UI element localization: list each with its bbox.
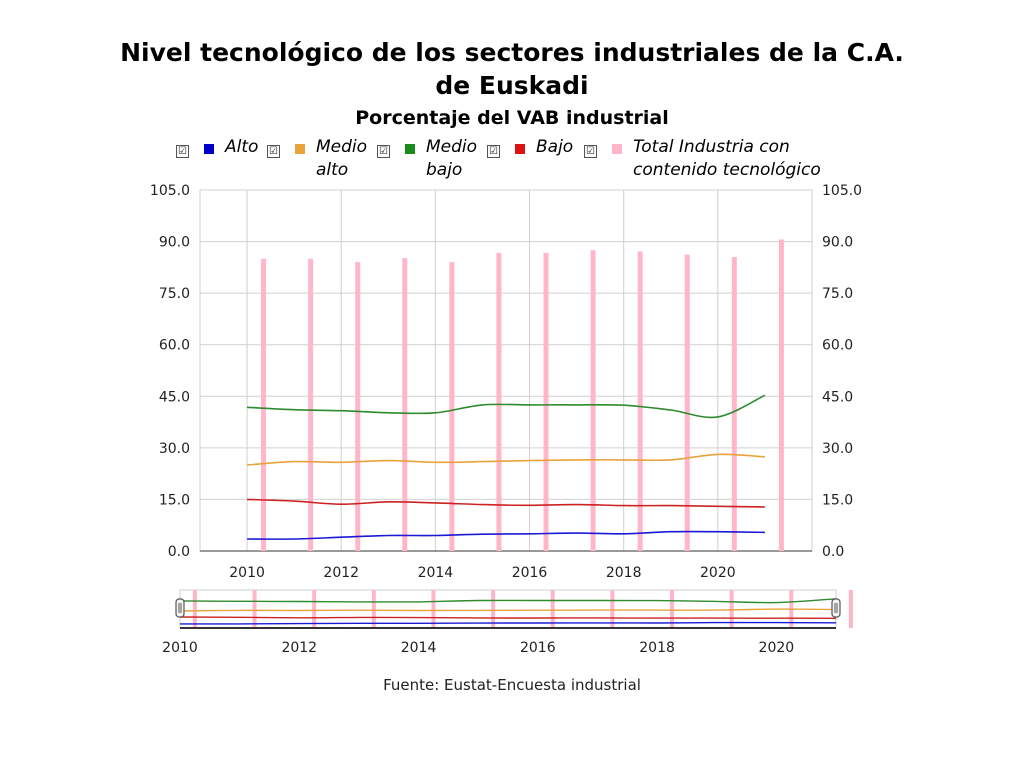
legend-label-alto: Alto [225,137,259,157]
navigator-line [179,608,837,612]
chart-title: Nivel tecnológico de los sectores indust… [120,38,904,100]
navigator-handle-right[interactable] [831,598,841,618]
navigator-tick-label: 2010 [162,640,198,656]
checkbox-checked-icon[interactable]: ☑ [487,145,500,158]
source-note: Fuente: Eustat-Encuesta industrial [383,676,641,694]
legend-swatch-medio-alto [295,144,305,154]
navigator-tick-label: 2020 [759,640,795,656]
legend-swatch-total [612,144,622,154]
navigator-tick-label: 2012 [281,640,317,656]
navigator-bar [670,590,674,628]
navigator-bar [610,590,615,628]
legend-label-medio-alto: Medio alto [316,137,368,180]
chart-subtitle: Porcentaje del VAB industrial [355,107,669,129]
legend: ☑ Alto ☑ Medio alto ☑ Medio bajo ☑ Bajo … [176,136,856,182]
navigator-bar [848,590,853,628]
navigator-tick-label: 2018 [639,640,675,656]
navigator-line [180,621,837,625]
navigator-bar [729,590,734,628]
navigator-tick-label: 2016 [520,640,556,656]
navigator-bar [252,590,257,628]
navigator-line [179,616,837,619]
navigator-tick-label: 2014 [401,640,437,656]
legend-label-total: Total Industria con contenido tecnológic… [633,137,821,180]
navigator-bar [192,590,197,628]
navigator-bar [312,590,317,628]
navigator-line [179,598,837,604]
legend-swatch-alto [204,144,214,154]
legend-label-medio-bajo: Medio bajo [426,137,478,180]
navigator-bar [550,590,555,628]
navigator-bar [431,590,436,628]
legend-label-bajo: Bajo [536,137,574,157]
checkbox-checked-icon[interactable]: ☑ [176,145,189,158]
navigator-bar [491,590,496,628]
navigator-bar [371,590,376,628]
navigator-handle-left[interactable] [175,598,185,618]
checkbox-checked-icon[interactable]: ☑ [377,145,390,158]
checkbox-checked-icon[interactable]: ☑ [584,145,597,158]
checkbox-checked-icon[interactable]: ☑ [267,145,280,158]
legend-swatch-medio-bajo [405,144,415,154]
legend-swatch-bajo [515,144,525,154]
